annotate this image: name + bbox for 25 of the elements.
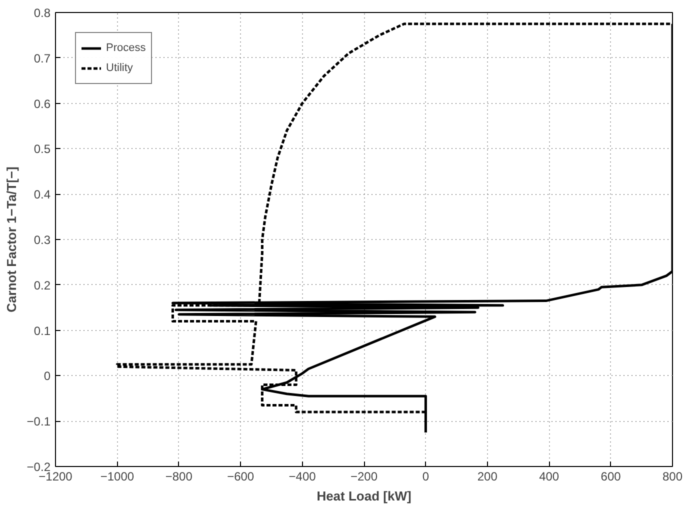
x-axis-title: Heat Load [kW] — [316, 488, 412, 504]
y-tick-label: −0.1 — [26, 414, 51, 429]
y-tick-label: 0.8 — [34, 6, 51, 20]
x-tick-label: −1000 — [100, 470, 134, 484]
x-tick-label: −600 — [227, 470, 254, 484]
y-tick-label: 0.7 — [34, 51, 51, 66]
x-tick-label: 0 — [422, 470, 430, 484]
legend-label: Process — [106, 42, 146, 54]
y-tick-label: 0.1 — [34, 324, 51, 338]
y-tick-label: 0.6 — [34, 96, 51, 111]
y-tick-label: 0.2 — [34, 278, 51, 292]
y-tick-label: 0.4 — [34, 188, 51, 202]
y-axis-title: Carnot Factor 1−Ta/T[−] — [4, 166, 19, 312]
x-tick-label: −1200 — [38, 470, 73, 484]
legend-label: Utility — [106, 62, 133, 74]
y-tick-label: 0 — [44, 369, 51, 384]
x-tick-label: 800 — [662, 470, 683, 484]
x-tick-label: 600 — [600, 470, 622, 484]
y-tick-label: 0.3 — [34, 233, 51, 247]
x-tick-label: −200 — [350, 470, 378, 484]
x-tick-label: −400 — [288, 470, 316, 484]
x-tick-label: 400 — [539, 470, 560, 484]
x-tick-label: 200 — [477, 470, 498, 484]
y-tick-label: 0.5 — [34, 142, 51, 156]
x-tick-label: −800 — [165, 470, 193, 484]
